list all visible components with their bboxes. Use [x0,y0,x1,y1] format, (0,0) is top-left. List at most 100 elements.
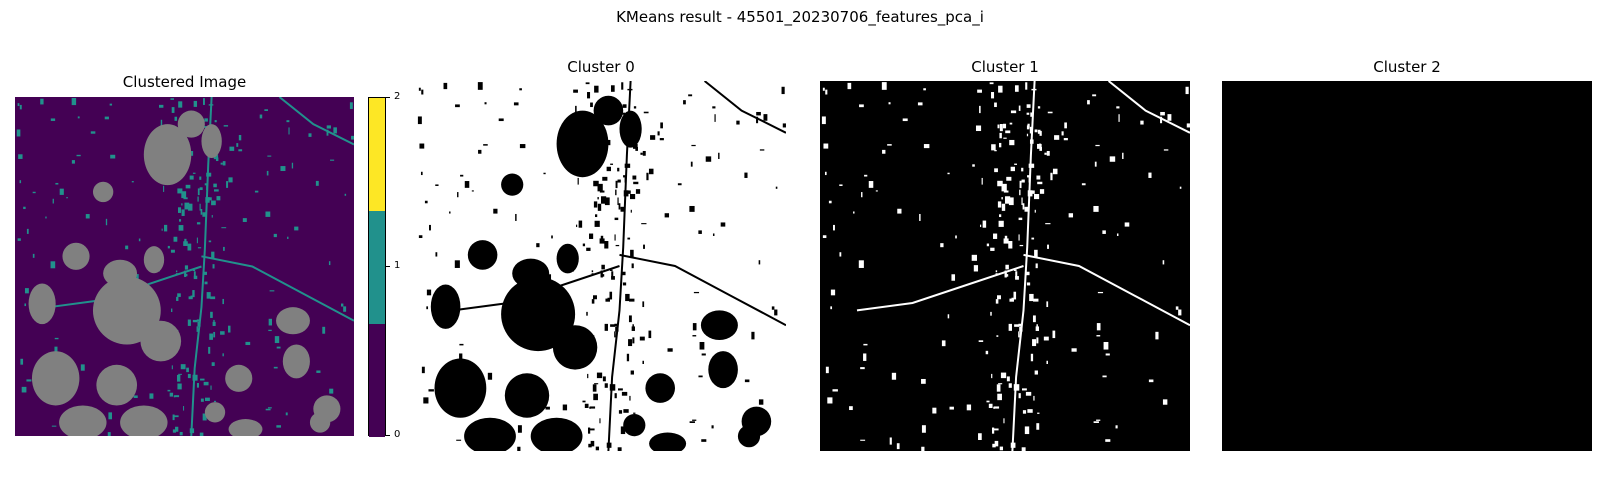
image-patch [186,367,189,373]
image-patch [212,321,216,327]
image-patch [1003,137,1007,139]
image-patch [1097,291,1104,294]
image-patch [997,201,1002,208]
image-patch [209,333,213,340]
image-patch [614,393,617,399]
image-patch [605,298,610,302]
image-patch [202,271,207,275]
image-patch [193,100,198,107]
image-patch [592,384,597,392]
image-patch [1167,114,1172,121]
image-patch [109,103,113,106]
image-patch [712,233,715,236]
image-patch [1105,353,1110,356]
image-patch [176,296,179,301]
image-patch [994,102,997,108]
image-region [309,412,331,433]
image-patch [1155,331,1159,340]
image-patch [455,104,460,108]
image-patch [228,325,231,333]
image-patch [1103,341,1109,350]
image-patch [245,341,251,346]
image-patch [107,432,111,436]
image-patch [830,306,833,310]
image-patch [863,343,868,346]
image-patch [421,366,425,374]
image-region [593,95,624,126]
image-patch [222,298,225,305]
image-patch [435,184,439,186]
image-patch [173,415,179,418]
image-patch [1022,410,1027,414]
image-patch [949,406,954,410]
image-patch [477,82,483,90]
image-patch [171,107,175,113]
image-patch [428,389,434,392]
image-patch [1032,339,1037,347]
image-region [31,351,80,406]
image-patch [932,407,937,414]
colorbar-segment-1 [369,211,385,324]
image-patch [606,166,611,172]
image-patch [178,225,184,231]
image-patch [833,224,835,231]
image-patch [1035,263,1038,269]
image-patch [1036,175,1041,180]
image-patch [593,201,598,208]
image-patch [176,374,181,382]
image-patch [181,191,187,199]
figure-suptitle: KMeans result - 45501_20230706_features_… [616,8,984,26]
image-region [464,417,516,451]
image-patch [254,190,259,193]
image-patch [487,372,493,380]
image-patch [600,196,607,204]
image-patch [268,329,272,332]
image-patch [1186,123,1190,128]
image-patch [1037,129,1041,134]
image-patch [859,104,864,108]
image-patch [220,331,225,335]
image-patch [110,154,116,159]
image-patch [891,372,897,380]
image-region [276,307,310,335]
image-patch [170,249,175,253]
image-patch [690,161,693,167]
image-patch [328,261,331,266]
image-patch [50,118,56,121]
image-patch [995,273,998,275]
image-patch [650,135,656,140]
image-patch [1002,123,1007,129]
image-patch [1033,298,1039,302]
image-patch [1093,421,1099,423]
image-patch [640,152,643,155]
image-patch [630,370,634,375]
image-patch [594,85,599,93]
image-patch [426,306,429,310]
colorbar-label-2: 2 [394,91,401,102]
image-patch [991,373,993,379]
image-patch [860,367,865,370]
image-region [700,310,738,340]
image-patch [178,373,182,375]
image-patch [1008,323,1012,331]
image-patch [210,385,212,390]
image-patch [586,311,588,316]
image-patch [138,238,141,242]
image-patch [1003,190,1009,193]
image-patch [308,133,312,137]
image-patch [864,174,868,177]
image-patch [648,330,652,339]
image-patch [593,180,599,187]
image-patch [1009,298,1014,302]
image-patch [418,87,421,91]
image-patch [178,101,183,108]
image-patch [423,397,429,404]
image-patch [622,112,626,115]
image-patch [1061,131,1064,136]
image-patch [32,253,35,258]
image-patch [1006,176,1012,181]
image-patch [993,233,998,239]
image-patch [1096,323,1101,331]
image-patch [420,171,423,176]
image-patch [1162,260,1165,265]
